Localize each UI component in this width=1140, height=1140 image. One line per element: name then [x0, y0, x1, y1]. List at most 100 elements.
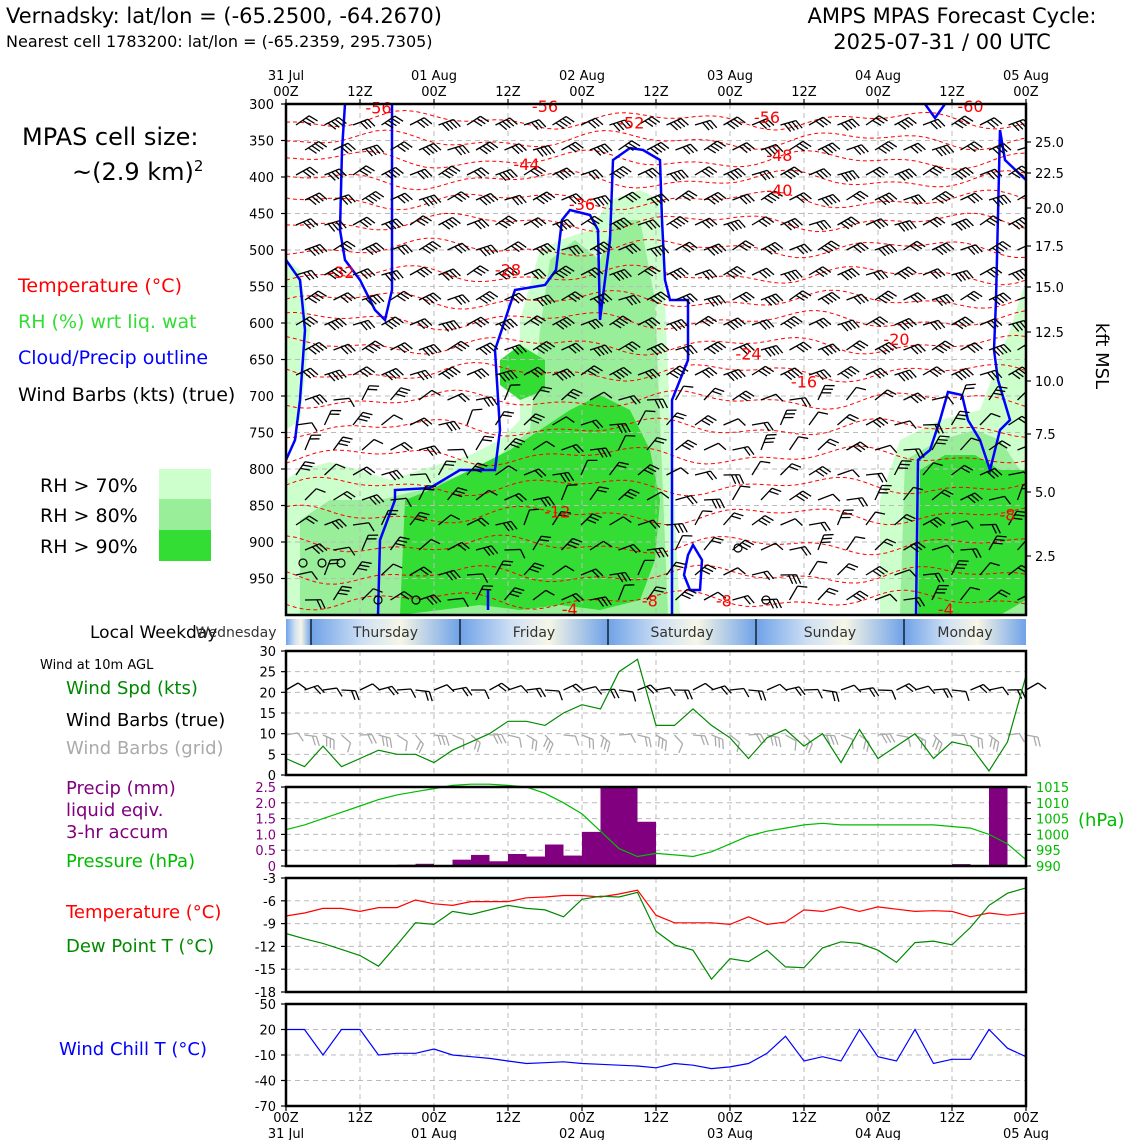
wind-barb — [732, 142, 755, 154]
wind-barb — [723, 512, 744, 526]
precip-bar — [471, 854, 490, 866]
wind-barb — [418, 142, 442, 156]
wind-barb — [324, 116, 347, 130]
wind-barb — [789, 490, 812, 502]
wind-barb — [950, 560, 969, 576]
wind-barb — [523, 413, 545, 426]
wind-barb — [922, 216, 946, 228]
wind-barb — [532, 144, 556, 157]
weekday-cell — [756, 619, 904, 645]
wind-barb-10m — [822, 689, 840, 702]
bottom-hour-label: 00Z — [273, 1111, 299, 1126]
wind-barb — [780, 269, 803, 282]
wind-barb — [931, 190, 955, 204]
wind-barb — [723, 265, 746, 279]
wind-barb — [618, 394, 641, 405]
wind-barb — [381, 269, 404, 282]
rh-legend-swatch — [159, 469, 211, 500]
wind-barb — [988, 535, 1007, 551]
wind-barb — [903, 343, 926, 355]
wind-barb — [418, 389, 441, 401]
wind-barb-10m — [748, 689, 767, 701]
wind-barb — [894, 369, 917, 382]
wind-barb-10m — [322, 687, 343, 697]
wind-chill-axis-tick-label: -40 — [255, 1075, 276, 1090]
wind-barb — [333, 343, 356, 355]
precip-axis-tick-label: 2.5 — [255, 781, 276, 796]
wind-barb — [295, 166, 319, 178]
wind-barb — [532, 535, 552, 551]
wind-barb — [381, 367, 404, 381]
wind-barb — [666, 365, 689, 379]
weekday-label: Friday — [513, 625, 555, 641]
wind-barb — [703, 591, 727, 601]
rh-legend-label: RH > 80% — [40, 505, 138, 527]
wind-barb — [637, 265, 661, 277]
kft-tick-label: 5.0 — [1035, 486, 1056, 501]
wind-barb — [817, 587, 839, 601]
wind-barb — [580, 419, 604, 430]
wind-barb — [495, 318, 518, 331]
wind-barb — [959, 383, 976, 401]
wind-barb — [874, 444, 898, 454]
wind-barb — [780, 315, 803, 329]
wind-barb — [675, 241, 698, 253]
wind-barb — [438, 268, 461, 281]
wind-barb-10m — [970, 683, 992, 694]
wind-barb — [609, 119, 632, 132]
wind-barb — [495, 117, 518, 131]
wind-barb-10m — [692, 682, 714, 691]
wind-barb — [846, 340, 869, 352]
pressure-tick-label: 750 — [249, 427, 274, 442]
wind-barb — [703, 294, 727, 307]
calm-wind-circle — [761, 595, 771, 605]
kft-tick-label: 17.5 — [1035, 240, 1064, 255]
bottom-date-label: 02 Aug — [559, 1127, 605, 1140]
wind-barb — [922, 516, 946, 528]
wind-barb — [894, 219, 917, 232]
wind-barb — [951, 218, 974, 231]
wind-barb — [788, 436, 809, 451]
wind-barb-10m — [877, 689, 897, 700]
wind-barb — [504, 587, 525, 601]
wind-barb — [865, 316, 889, 328]
weekday-label: Sunday — [804, 625, 856, 641]
wind-barb — [751, 460, 771, 476]
top-hour-label: 12Z — [347, 85, 373, 100]
wind-barb — [808, 317, 832, 329]
wind-barb — [694, 415, 717, 426]
wind-barb — [646, 398, 669, 409]
wind-barb-grid — [563, 734, 580, 746]
wind-barb — [466, 218, 490, 230]
wind-barb — [675, 494, 698, 505]
top-hour-label: 12Z — [939, 85, 965, 100]
wind-barb — [751, 169, 775, 181]
wind-barb — [988, 194, 1012, 207]
wind-barb — [561, 244, 584, 256]
pressure-tick-label: 450 — [249, 208, 274, 223]
wind-speed-line — [285, 658, 1027, 772]
wind-barb — [959, 586, 981, 601]
wind-barb — [580, 267, 604, 279]
wind-barbs-main — [295, 115, 1026, 609]
wind-barb — [694, 367, 718, 379]
wind-barb — [808, 560, 828, 576]
precip-bar — [582, 831, 601, 866]
wind-barb — [580, 215, 604, 227]
wind-barb — [609, 268, 632, 282]
calm-wind-circle — [336, 558, 346, 568]
wind-barb — [352, 411, 373, 426]
temperature-contour-label: -56 — [754, 108, 780, 127]
wind-barb — [447, 294, 470, 306]
wind-barb-10m — [1025, 682, 1047, 691]
wind-barb — [495, 266, 518, 280]
temperature-contour-label: -8 — [716, 591, 732, 610]
wind-barb — [361, 293, 385, 307]
wind-barb — [751, 365, 775, 377]
wind-barb-10m — [933, 688, 953, 699]
wind-barb — [438, 420, 461, 432]
wind-barb — [381, 563, 403, 576]
wind-barb-grid — [489, 733, 507, 744]
wind-barb — [894, 116, 917, 130]
